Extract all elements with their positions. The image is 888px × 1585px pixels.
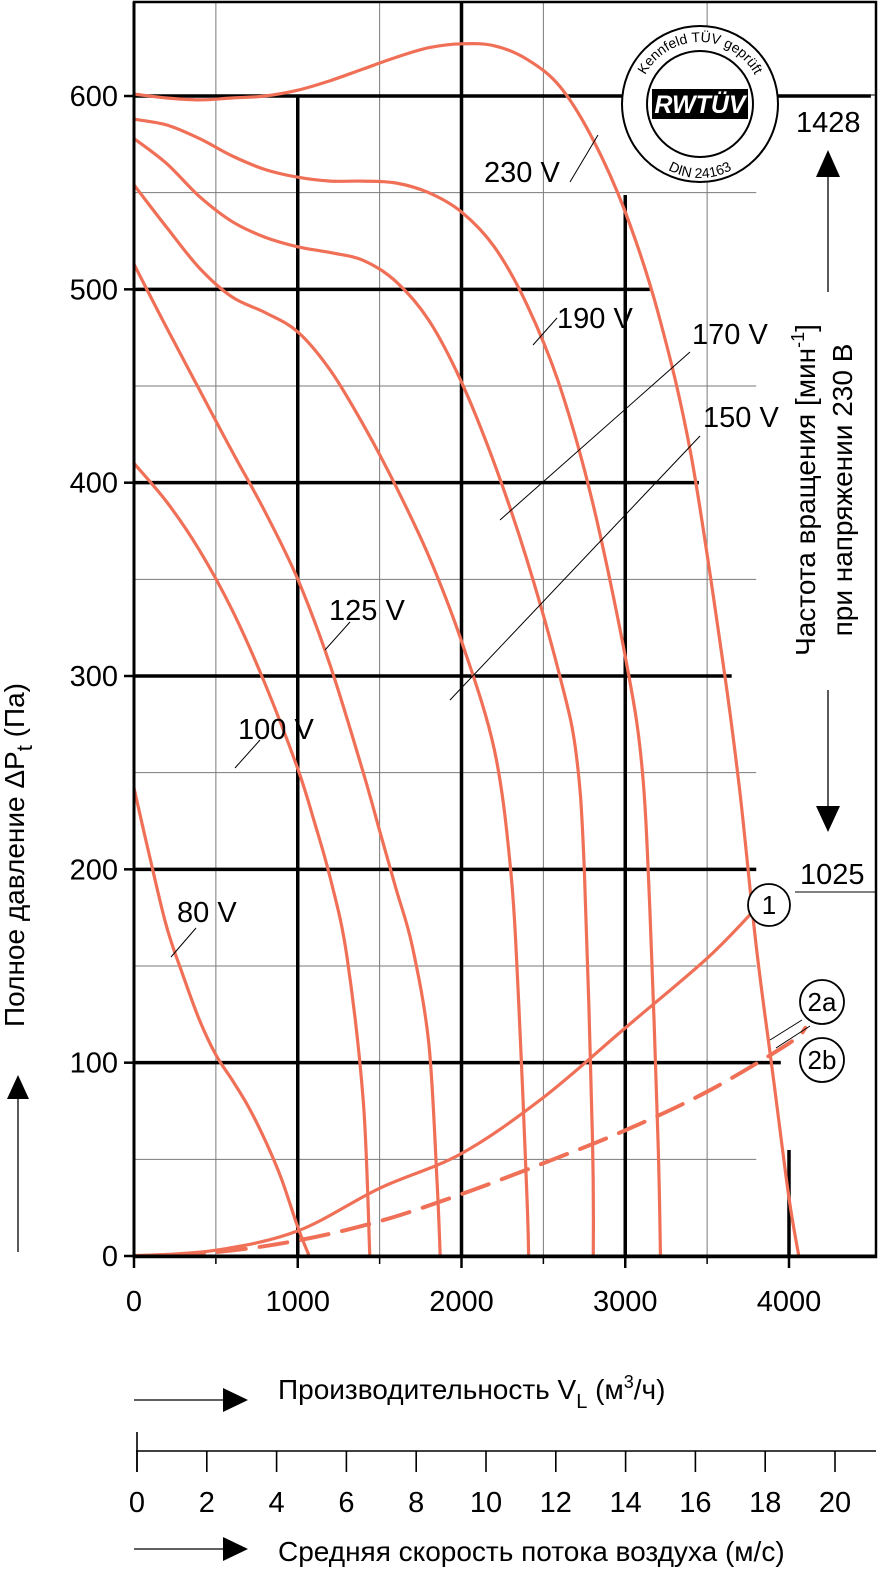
x-ticks: 0 1000 2000 3000 4000 <box>126 1256 821 1318</box>
y-ticks: 0 100 200 300 400 500 600 <box>70 81 134 1273</box>
y-tick-label: 100 <box>70 1048 118 1080</box>
series-curve-6 <box>132 786 311 1258</box>
x-axis-label: Производительность VL (м3/ч) <box>278 1372 665 1413</box>
series-curve-8 <box>132 906 758 1258</box>
y-tick-label: 200 <box>70 854 118 886</box>
velocity-tick-label: 0 <box>129 1487 145 1519</box>
x-tick-label: 4000 <box>757 1286 822 1318</box>
series-curve-3 <box>132 183 531 1258</box>
series-label-100v: 100 V <box>238 714 314 746</box>
grid-major <box>134 2 871 1256</box>
tuv-badge: Kennfeld TÜV geprüft DIN 24163 RWTÜV <box>621 25 779 183</box>
svg-text:при напряжении 230 В: при напряжении 230 В <box>827 344 858 637</box>
y-tick-label: 400 <box>70 468 118 500</box>
leader-line-2 <box>499 351 691 521</box>
series-label-80v: 80 V <box>177 897 237 929</box>
velocity-tick-label: 6 <box>338 1487 354 1519</box>
x-tick-label: 1000 <box>265 1286 330 1318</box>
y-tick-label: 0 <box>102 1241 118 1273</box>
leader-line-3 <box>449 435 701 701</box>
y-tick-label: 500 <box>70 274 118 306</box>
x-tick-label: 2000 <box>429 1286 494 1318</box>
x-tick-label: 0 <box>126 1286 142 1318</box>
x-tick-label: 3000 <box>593 1286 658 1318</box>
leader-line-7 <box>775 1025 811 1049</box>
rpm-axis-label: Частота вращения [мин-1] при напряжении … <box>788 324 858 656</box>
rpm-arrow-down <box>816 690 840 832</box>
y-tick-label: 300 <box>70 661 118 693</box>
velocity-tick-label: 20 <box>819 1487 851 1519</box>
y-axis-arrow <box>7 1075 29 1252</box>
velocity-tick-label: 10 <box>470 1487 502 1519</box>
plot-frame <box>132 0 878 1259</box>
velocity-ticks: 0 2 4 6 8 10 12 14 16 18 20 <box>129 1432 851 1519</box>
grid-minor <box>134 2 757 1256</box>
leader-line-4 <box>324 621 351 651</box>
svg-text:Полное давление ΔPt (Па): Полное давление ΔPt (Па) <box>0 683 37 1027</box>
y-axis-label: Полное давление ΔPt (Па) <box>0 683 37 1027</box>
rpm-max-value: 1428 <box>796 107 861 139</box>
leader-line-1 <box>532 317 558 346</box>
leader-line-6 <box>170 927 197 958</box>
label-leaders <box>170 134 811 1049</box>
series-label-230v: 230 V <box>484 157 560 189</box>
x-axis-arrow <box>134 1388 248 1412</box>
series-label-150v: 150 V <box>703 402 779 434</box>
velocity-tick-label: 18 <box>749 1487 781 1519</box>
badge-logo-plate <box>652 89 748 119</box>
series-curve-2 <box>132 137 596 1258</box>
series-label-190v: 190 V <box>557 303 633 335</box>
velocity-tick-label: 8 <box>408 1487 424 1519</box>
marker-2b: 2b <box>799 1037 845 1083</box>
svg-text:1: 1 <box>762 890 776 920</box>
series-label-170v: 170 V <box>692 319 768 351</box>
velocity-tick-label: 12 <box>540 1487 572 1519</box>
leader-line-8 <box>769 1019 803 1041</box>
marker-1: 1 <box>747 883 791 927</box>
svg-text:Частота вращения [мин-1]: Частота вращения [мин-1] <box>788 324 821 656</box>
velocity-tick-label: 14 <box>609 1487 641 1519</box>
series-curve-1 <box>132 117 663 1258</box>
leader-line-0 <box>569 134 599 183</box>
velocity-tick-label: 2 <box>199 1487 215 1519</box>
rpm-min-value: 1025 <box>800 859 865 891</box>
velocity-axis-arrow <box>134 1537 248 1561</box>
series-curve-4 <box>132 262 442 1258</box>
velocity-axis-label: Средняя скорость потока воздуха (м/с) <box>278 1536 785 1567</box>
series-curve-9 <box>132 1025 808 1258</box>
velocity-tick-label: 4 <box>269 1487 285 1519</box>
curves <box>132 42 808 1258</box>
series-curve-5 <box>132 461 372 1258</box>
velocity-tick-label: 16 <box>679 1487 711 1519</box>
svg-text:2b: 2b <box>808 1045 837 1075</box>
rpm-arrow-up <box>816 150 840 292</box>
leader-line-5 <box>234 739 261 769</box>
y-tick-label: 600 <box>70 81 118 113</box>
marker-2a: 2a <box>799 979 845 1025</box>
series-label-125v: 125 V <box>329 595 405 627</box>
badge-bottom-text: DIN 24163 <box>667 158 734 181</box>
svg-text:2a: 2a <box>808 987 837 1017</box>
badge-logo-text: RWTÜV <box>654 90 748 119</box>
series-curve-0 <box>132 42 801 1258</box>
